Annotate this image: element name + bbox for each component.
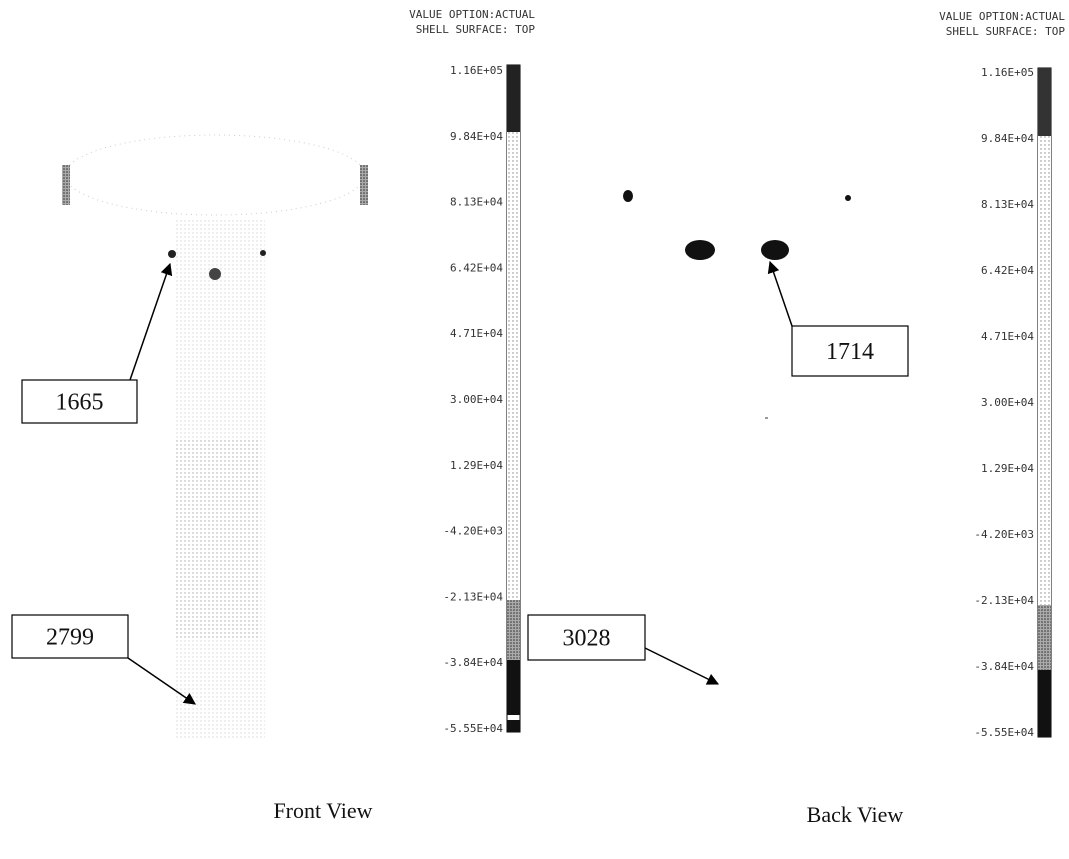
callout-label: 3028 — [563, 626, 611, 652]
legend-label: 8.13E+04 — [450, 196, 503, 209]
callout-label: 1665 — [56, 390, 104, 416]
callout-box — [791, 325, 909, 377]
legend-label: 1.29E+04 — [450, 459, 503, 472]
back-model — [623, 190, 851, 419]
callout-box — [11, 614, 129, 659]
legend-label: -2.13E+04 — [443, 590, 503, 603]
callout-box — [21, 379, 138, 424]
legend-label: 6.42E+04 — [450, 261, 503, 274]
legend-label: 9.84E+04 — [450, 130, 503, 143]
caption: Front View — [273, 798, 372, 823]
legend-label: 4.71E+04 — [981, 330, 1034, 343]
arrows — [127, 260, 793, 705]
legend-label: -3.84E+04 — [443, 656, 503, 669]
callout-label: 2799 — [46, 625, 94, 651]
legend-label: 3.00E+04 — [981, 396, 1034, 409]
legend-label: 1.16E+05 — [981, 66, 1034, 79]
legend-header: SHELL SURFACE: TOP — [946, 25, 1066, 38]
legend-header: SHELL SURFACE: TOP — [416, 23, 536, 36]
legend-label: -4.20E+03 — [974, 528, 1034, 541]
legend-label: -4.20E+03 — [443, 525, 503, 538]
legend-label: 6.42E+04 — [981, 264, 1034, 277]
legend-label: -3.84E+04 — [974, 660, 1034, 673]
callout-box — [527, 614, 646, 661]
legend-label: 8.13E+04 — [981, 198, 1034, 211]
legend-bar — [506, 64, 521, 733]
front-model — [62, 134, 368, 740]
callout-label: 1714 — [826, 339, 874, 365]
legend-label: 1.16E+05 — [450, 64, 503, 77]
legend-bar — [1037, 67, 1052, 738]
legend-label: -5.55E+04 — [974, 726, 1034, 739]
legend-header: VALUE OPTION:ACTUAL — [939, 10, 1065, 23]
legend-header: VALUE OPTION:ACTUAL — [409, 8, 535, 21]
caption: Back View — [807, 802, 904, 827]
legend-label: -5.55E+04 — [443, 722, 503, 735]
legend-label: 4.71E+04 — [450, 327, 503, 340]
legend-label: 1.29E+04 — [981, 462, 1034, 475]
legend-label: 9.84E+04 — [981, 132, 1034, 145]
legend-label: -2.13E+04 — [974, 594, 1034, 607]
legend-label: 3.00E+04 — [450, 393, 503, 406]
